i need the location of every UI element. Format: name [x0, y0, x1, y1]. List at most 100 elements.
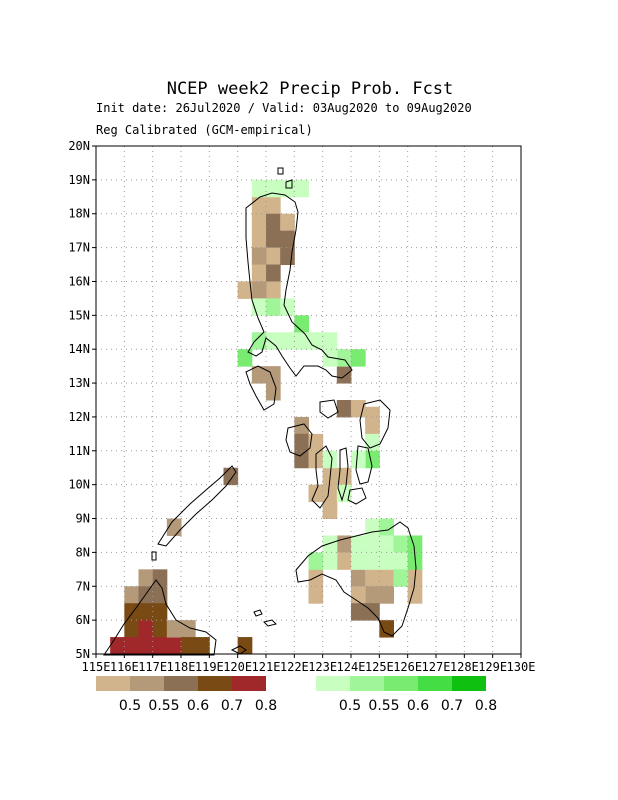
legend-label: 0.6: [187, 698, 209, 714]
y-tick-label: 9N: [76, 512, 90, 526]
dry-prob-cell: [124, 586, 139, 604]
dry-prob-cell: [152, 603, 168, 621]
dry-prob-cell: [251, 281, 267, 299]
wet-prob-cell: [266, 179, 281, 198]
x-tick-label: 127E: [422, 660, 451, 674]
legend-swatch: [96, 676, 130, 691]
dry-prob-cell: [351, 569, 366, 587]
wet-prob-cell: [294, 332, 309, 350]
dry-prob-cell: [110, 637, 125, 655]
legend-swatch: [418, 676, 452, 691]
dry-prob-cell: [251, 230, 267, 249]
y-tick-label: 18N: [68, 207, 90, 221]
x-tick-label: 118E: [167, 660, 196, 674]
dry-prob-cell: [266, 230, 281, 249]
x-tick-label: 125E: [365, 660, 394, 674]
dry-prob-cell: [379, 620, 394, 638]
dry-prob-cell: [336, 366, 352, 384]
calibration-line: Reg Calibrated (GCM-empirical): [96, 123, 313, 137]
x-tick-label: 126E: [393, 660, 422, 674]
wet-prob-cell: [407, 535, 423, 553]
wet-prob-cell: [322, 349, 338, 367]
legend-swatch: [232, 676, 266, 691]
dry-prob-cell: [138, 569, 154, 587]
map-title: NCEP week2 Precip Prob. Fcst: [167, 79, 454, 99]
x-tick-label: 129E: [478, 660, 507, 674]
y-tick-label: 5N: [76, 647, 90, 661]
y-tick-label: 15N: [68, 308, 90, 322]
dry-prob-cell: [237, 281, 253, 299]
dry-prob-cell: [294, 433, 309, 452]
wet-prob-cell: [336, 349, 352, 367]
wet-prob-cell: [322, 535, 338, 553]
wet-prob-cell: [266, 332, 281, 350]
dry-prob-cell: [124, 637, 139, 655]
wet-prob-cell: [379, 552, 394, 570]
legend-label: 0.5: [119, 698, 141, 714]
dry-prob-cell: [308, 484, 324, 503]
dry-prob-cell: [365, 569, 380, 587]
wet-prob-cell: [351, 349, 366, 367]
dry-prob-cell: [152, 620, 168, 638]
wet-prob-cell: [294, 315, 309, 333]
wet-prob-cell: [322, 552, 338, 570]
y-tick-label: 6N: [76, 613, 90, 627]
x-tick-label: 124E: [337, 660, 366, 674]
x-tick-label: 121E: [252, 660, 281, 674]
dry-prob-cell: [237, 637, 253, 655]
dry-prob-cell: [124, 620, 139, 638]
legend-swatch: [452, 676, 486, 691]
wet-probability-layer: [237, 179, 423, 587]
dry-prob-cell: [322, 501, 338, 520]
y-tick-label: 12N: [68, 410, 90, 424]
y-tick-label: 14N: [68, 342, 90, 356]
dry-prob-cell: [195, 637, 210, 655]
dry-prob-cell: [152, 637, 168, 655]
wet-prob-cell: [322, 332, 338, 350]
y-tick-label: 17N: [68, 241, 90, 255]
dry-prob-cell: [166, 620, 182, 638]
dry-prob-cell: [266, 247, 281, 266]
dry-prob-cell: [379, 586, 394, 604]
coastline: [103, 167, 417, 656]
dry-prob-cell: [266, 383, 281, 401]
y-tick-label: 20N: [68, 139, 90, 153]
dry-prob-cell: [166, 518, 182, 536]
wet-prob-cell: [322, 450, 338, 469]
wet-prob-cell: [251, 179, 267, 198]
x-tick-label: 123E: [308, 660, 337, 674]
dry-prob-cell: [294, 416, 309, 435]
dry-prob-cell: [223, 467, 239, 486]
x-tick-label: 120E: [223, 660, 252, 674]
wet-prob-cell: [237, 349, 253, 367]
x-tick-label: 117E: [138, 660, 167, 674]
legend-label: 0.8: [475, 698, 497, 714]
dry-prob-cell: [351, 400, 366, 418]
legend-label: 0.6: [407, 698, 429, 714]
legend-label: 0.55: [368, 698, 399, 714]
dry-prob-cell: [251, 213, 267, 232]
dry-prob-cell: [365, 406, 380, 425]
latitude-ticks: 5N 6N 7N 8N 9N 10N 11N 12N 13N 14N 15N 16N 17N 18N 19N…: [68, 139, 96, 661]
x-tick-label: 122E: [280, 660, 309, 674]
dry-prob-cell: [181, 637, 196, 655]
wet-prob-cell: [351, 450, 366, 469]
dry-prob-cell: [294, 450, 309, 469]
x-tick-label: 116E: [110, 660, 139, 674]
wet-legend: 0.5 0.55 0.6 0.7 0.8: [316, 676, 497, 714]
dry-legend: 0.5 0.55 0.6 0.7 0.8: [96, 676, 277, 714]
wet-prob-cell: [379, 518, 394, 536]
y-tick-label: 8N: [76, 545, 90, 559]
dry-prob-cell: [280, 230, 295, 249]
wet-prob-cell: [280, 332, 295, 350]
legend-swatch: [164, 676, 198, 691]
dry-prob-cell: [266, 264, 281, 282]
legend-label: 0.7: [221, 698, 243, 714]
dry-prob-cell: [251, 247, 267, 266]
dry-prob-cell: [138, 620, 154, 638]
grid-lines: [96, 146, 521, 654]
dry-prob-cell: [152, 569, 168, 587]
dry-prob-cell: [251, 366, 267, 384]
dry-prob-cell: [407, 586, 423, 604]
